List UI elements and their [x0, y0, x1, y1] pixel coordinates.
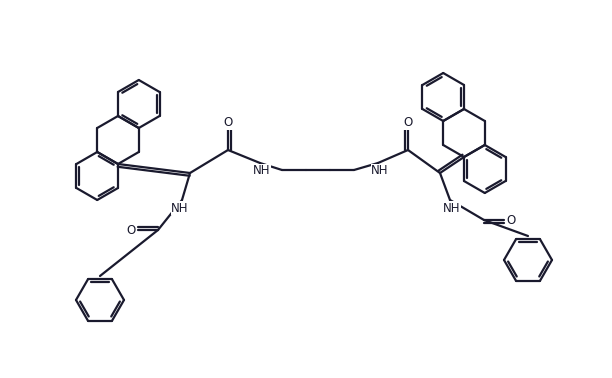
Text: O: O — [126, 223, 136, 237]
Text: NH: NH — [371, 164, 389, 178]
Text: O: O — [506, 214, 516, 226]
Text: NH: NH — [443, 201, 461, 214]
Text: O: O — [403, 116, 412, 130]
Text: NH: NH — [253, 164, 271, 178]
Text: O: O — [223, 116, 233, 130]
Text: NH: NH — [171, 201, 188, 214]
